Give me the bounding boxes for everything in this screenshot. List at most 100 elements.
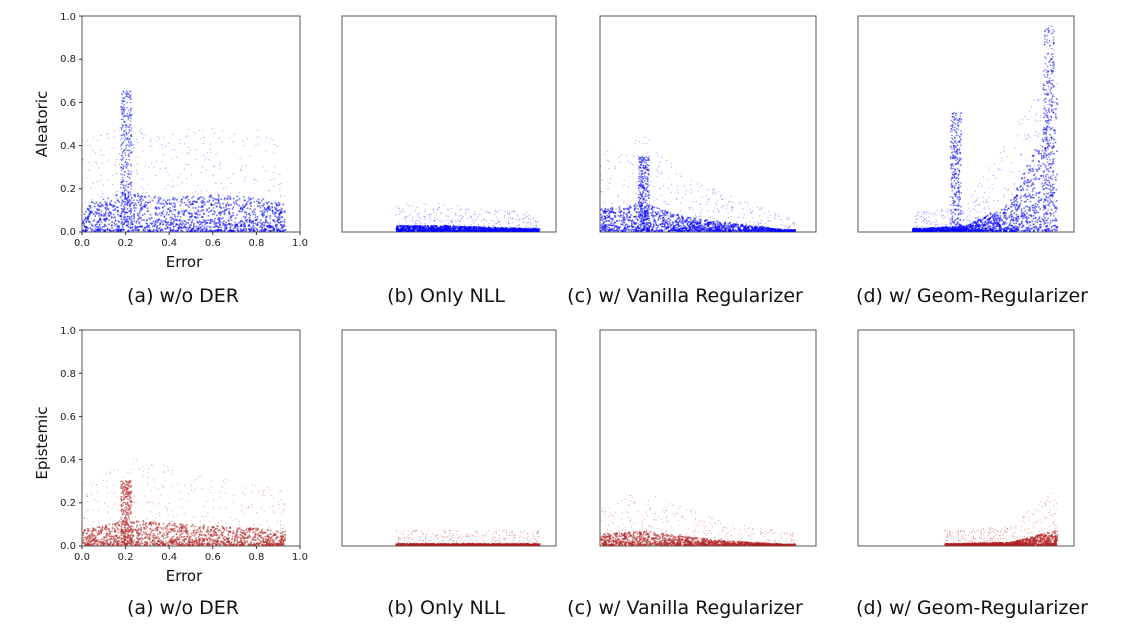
scatter-point xyxy=(164,200,167,203)
scatter-point xyxy=(121,201,123,204)
scatter-point xyxy=(277,218,280,220)
scatter-point xyxy=(414,224,416,226)
scatter-point xyxy=(173,199,175,201)
scatter-point xyxy=(272,219,274,221)
scatter-point xyxy=(706,219,709,222)
scatter-point xyxy=(243,196,245,198)
scatter-point xyxy=(443,219,445,221)
scatter-point xyxy=(395,227,398,230)
scatter-point xyxy=(737,227,740,229)
scatter-point xyxy=(430,219,432,221)
scatter-point xyxy=(87,227,89,230)
scatter-point xyxy=(120,208,123,210)
scatter-point xyxy=(182,196,185,198)
scatter-point xyxy=(416,207,418,208)
scatter-point xyxy=(124,137,126,139)
scatter-point xyxy=(120,158,122,161)
scatter-point xyxy=(187,212,190,214)
scatter-point xyxy=(261,199,263,202)
scatter-point xyxy=(186,226,189,229)
scatter-point xyxy=(398,207,400,209)
scatter-point xyxy=(534,228,535,230)
scatter-point xyxy=(211,230,214,232)
scatter-point xyxy=(128,96,130,99)
scatter-point xyxy=(268,209,271,211)
scatter-point xyxy=(424,210,426,212)
scatter-point xyxy=(156,227,158,229)
scatter-point xyxy=(130,184,132,186)
scatter-point xyxy=(244,230,247,232)
scatter-point xyxy=(432,225,434,227)
scatter-point xyxy=(117,214,119,216)
scatter-point xyxy=(417,220,419,222)
scatter-point xyxy=(195,217,198,220)
scatter-point xyxy=(664,211,666,213)
scatter-point xyxy=(152,220,155,223)
scatter-point xyxy=(197,230,199,232)
scatter-point xyxy=(89,221,91,224)
scatter-point xyxy=(123,210,125,212)
scatter-point xyxy=(122,106,125,108)
scatter-point xyxy=(114,229,117,231)
scatter-point xyxy=(669,226,672,228)
scatter-point xyxy=(204,223,206,226)
scatter-point xyxy=(230,182,232,184)
scatter-point xyxy=(218,228,221,231)
scatter-point xyxy=(239,192,241,194)
scatter-point xyxy=(243,222,245,224)
scatter-point xyxy=(206,228,208,230)
scatter-point xyxy=(450,207,452,209)
scatter-point xyxy=(405,227,408,229)
scatter-point xyxy=(434,227,437,229)
scatter-point xyxy=(200,210,202,212)
scatter-point xyxy=(661,221,664,223)
scatter-point xyxy=(208,196,211,198)
scatter-point xyxy=(420,218,422,220)
scatter-point xyxy=(223,226,226,228)
scatter-point xyxy=(263,211,265,214)
scatter-point xyxy=(419,217,421,219)
scatter-point xyxy=(249,203,252,205)
scatter-point xyxy=(230,229,233,232)
scatter-point xyxy=(433,219,435,221)
x-axis-ticks: 0.0 0.2 0.4 0.6 0.8 1.0 xyxy=(74,232,308,249)
scatter-point xyxy=(631,228,634,231)
scatter-point xyxy=(650,212,652,214)
scatter-point xyxy=(429,215,431,217)
scatter-point xyxy=(244,199,246,202)
scatter-point xyxy=(113,136,115,138)
scatter-point xyxy=(142,199,144,201)
scatter-point xyxy=(236,225,239,227)
scatter-point xyxy=(205,228,207,230)
scatter-point xyxy=(248,228,250,230)
scatter-point xyxy=(183,220,185,222)
scatter-point xyxy=(614,212,617,214)
scatter-point xyxy=(130,208,133,210)
scatter-point xyxy=(472,214,474,216)
scatter-point xyxy=(453,228,455,230)
scatter-point xyxy=(84,225,87,228)
scatter-point xyxy=(165,224,167,226)
scatter-point xyxy=(116,225,119,227)
scatter-point xyxy=(124,124,126,126)
scatter-point xyxy=(255,227,258,230)
scatter-point xyxy=(161,202,163,205)
scatter-point xyxy=(613,221,616,224)
scatter-point xyxy=(143,188,145,190)
scatter-point xyxy=(443,224,444,226)
scatter-point xyxy=(229,198,231,200)
scatter-point xyxy=(636,205,638,207)
scatter-point xyxy=(91,224,94,227)
scatter-point xyxy=(276,145,278,147)
scatter-point xyxy=(133,228,135,231)
scatter-point xyxy=(130,135,133,138)
scatter-point xyxy=(89,227,91,229)
scatter-point xyxy=(154,195,156,198)
scatter-point xyxy=(525,225,527,227)
scatter-point xyxy=(110,212,113,215)
scatter-point xyxy=(178,176,180,178)
scatter-point xyxy=(123,204,125,206)
scatter-point xyxy=(122,176,124,179)
scatter-point xyxy=(486,210,488,212)
scatter-point xyxy=(104,211,107,214)
